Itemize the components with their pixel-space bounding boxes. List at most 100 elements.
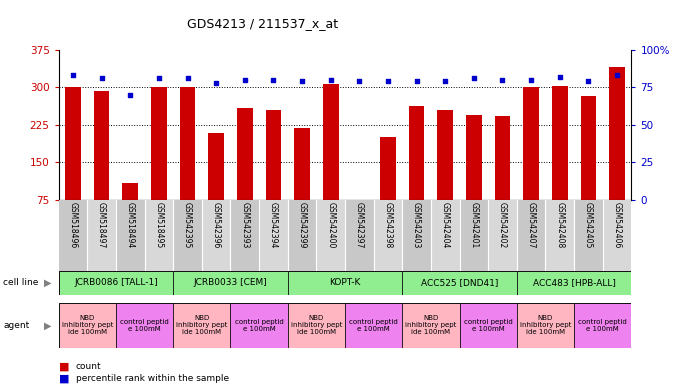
Text: control peptid
e 100mM: control peptid e 100mM: [120, 319, 169, 332]
Text: ACC525 [DND41]: ACC525 [DND41]: [421, 278, 498, 287]
Point: [554, 74, 565, 80]
Bar: [259, 200, 288, 271]
Point: [153, 75, 164, 81]
Bar: [59, 271, 173, 295]
Bar: [460, 200, 489, 271]
Bar: [552, 86, 568, 200]
Point: [411, 78, 422, 84]
Bar: [517, 200, 546, 271]
Bar: [402, 303, 460, 348]
Bar: [460, 303, 517, 348]
Point: [96, 75, 107, 81]
Point: [68, 72, 79, 78]
Point: [382, 78, 393, 84]
Bar: [122, 183, 138, 200]
Text: GSM518494: GSM518494: [126, 202, 135, 248]
Text: NBD
inhibitory pept
ide 100mM: NBD inhibitory pept ide 100mM: [405, 315, 457, 336]
Text: GSM542405: GSM542405: [584, 202, 593, 248]
Text: JCRB0086 [TALL-1]: JCRB0086 [TALL-1]: [74, 278, 158, 287]
Text: cell line: cell line: [3, 278, 39, 287]
Bar: [489, 200, 517, 271]
Point: [297, 78, 308, 84]
Bar: [574, 200, 603, 271]
Bar: [517, 303, 574, 348]
Text: GSM542397: GSM542397: [355, 202, 364, 248]
Text: control peptid
e 100mM: control peptid e 100mM: [349, 319, 398, 332]
Text: GSM542399: GSM542399: [297, 202, 306, 248]
Bar: [116, 303, 173, 348]
Text: GSM542394: GSM542394: [269, 202, 278, 248]
Text: GSM518495: GSM518495: [155, 202, 164, 248]
Text: ■: ■: [59, 373, 69, 383]
Text: GSM518496: GSM518496: [68, 202, 77, 248]
Bar: [374, 200, 402, 271]
Bar: [546, 200, 574, 271]
Bar: [603, 200, 631, 271]
Text: count: count: [76, 362, 101, 371]
Text: GDS4213 / 211537_x_at: GDS4213 / 211537_x_at: [186, 17, 338, 30]
Text: GSM542406: GSM542406: [613, 202, 622, 248]
Bar: [87, 200, 116, 271]
Point: [239, 77, 250, 83]
Text: GSM518497: GSM518497: [97, 202, 106, 248]
Text: GSM542404: GSM542404: [441, 202, 450, 248]
Bar: [466, 115, 482, 200]
Text: control peptid
e 100mM: control peptid e 100mM: [235, 319, 284, 332]
Bar: [609, 68, 625, 200]
Bar: [580, 96, 596, 200]
Text: NBD
inhibitory pept
ide 100mM: NBD inhibitory pept ide 100mM: [176, 315, 228, 336]
Text: GSM542403: GSM542403: [412, 202, 421, 248]
Point: [497, 77, 508, 83]
Bar: [288, 200, 316, 271]
Text: GSM542408: GSM542408: [555, 202, 564, 248]
Bar: [345, 200, 374, 271]
Text: ▶: ▶: [43, 320, 51, 331]
Text: control peptid
e 100mM: control peptid e 100mM: [464, 319, 513, 332]
Bar: [151, 87, 167, 200]
Text: GSM542398: GSM542398: [384, 202, 393, 248]
Text: GSM542407: GSM542407: [526, 202, 535, 248]
Bar: [380, 137, 396, 200]
Point: [526, 77, 537, 83]
Point: [125, 92, 136, 98]
Text: NBD
inhibitory pept
ide 100mM: NBD inhibitory pept ide 100mM: [290, 315, 342, 336]
Bar: [408, 106, 424, 200]
Bar: [173, 271, 288, 295]
Text: JCRB0033 [CEM]: JCRB0033 [CEM]: [194, 278, 267, 287]
Bar: [288, 271, 402, 295]
Bar: [345, 303, 402, 348]
Bar: [402, 200, 431, 271]
Point: [440, 78, 451, 84]
Bar: [574, 303, 631, 348]
Text: GSM542401: GSM542401: [469, 202, 478, 248]
Bar: [323, 84, 339, 200]
Point: [268, 77, 279, 83]
Bar: [230, 303, 288, 348]
Bar: [316, 200, 345, 271]
Bar: [65, 87, 81, 200]
Point: [325, 77, 336, 83]
Bar: [237, 108, 253, 200]
Bar: [517, 271, 631, 295]
Point: [182, 75, 193, 81]
Bar: [173, 200, 202, 271]
Bar: [208, 133, 224, 200]
Bar: [173, 303, 230, 348]
Text: NBD
inhibitory pept
ide 100mM: NBD inhibitory pept ide 100mM: [61, 315, 113, 336]
Bar: [179, 88, 195, 200]
Text: GSM542396: GSM542396: [212, 202, 221, 248]
Bar: [288, 303, 345, 348]
Text: KOPT-K: KOPT-K: [329, 278, 361, 287]
Bar: [495, 116, 511, 200]
Bar: [116, 200, 145, 271]
Bar: [431, 200, 460, 271]
Text: ■: ■: [59, 362, 69, 372]
Bar: [94, 91, 110, 200]
Bar: [266, 110, 282, 200]
Text: agent: agent: [3, 321, 30, 330]
Point: [210, 80, 221, 86]
Text: GSM542393: GSM542393: [240, 202, 249, 248]
Bar: [59, 303, 116, 348]
Bar: [230, 200, 259, 271]
Text: ACC483 [HPB-ALL]: ACC483 [HPB-ALL]: [533, 278, 615, 287]
